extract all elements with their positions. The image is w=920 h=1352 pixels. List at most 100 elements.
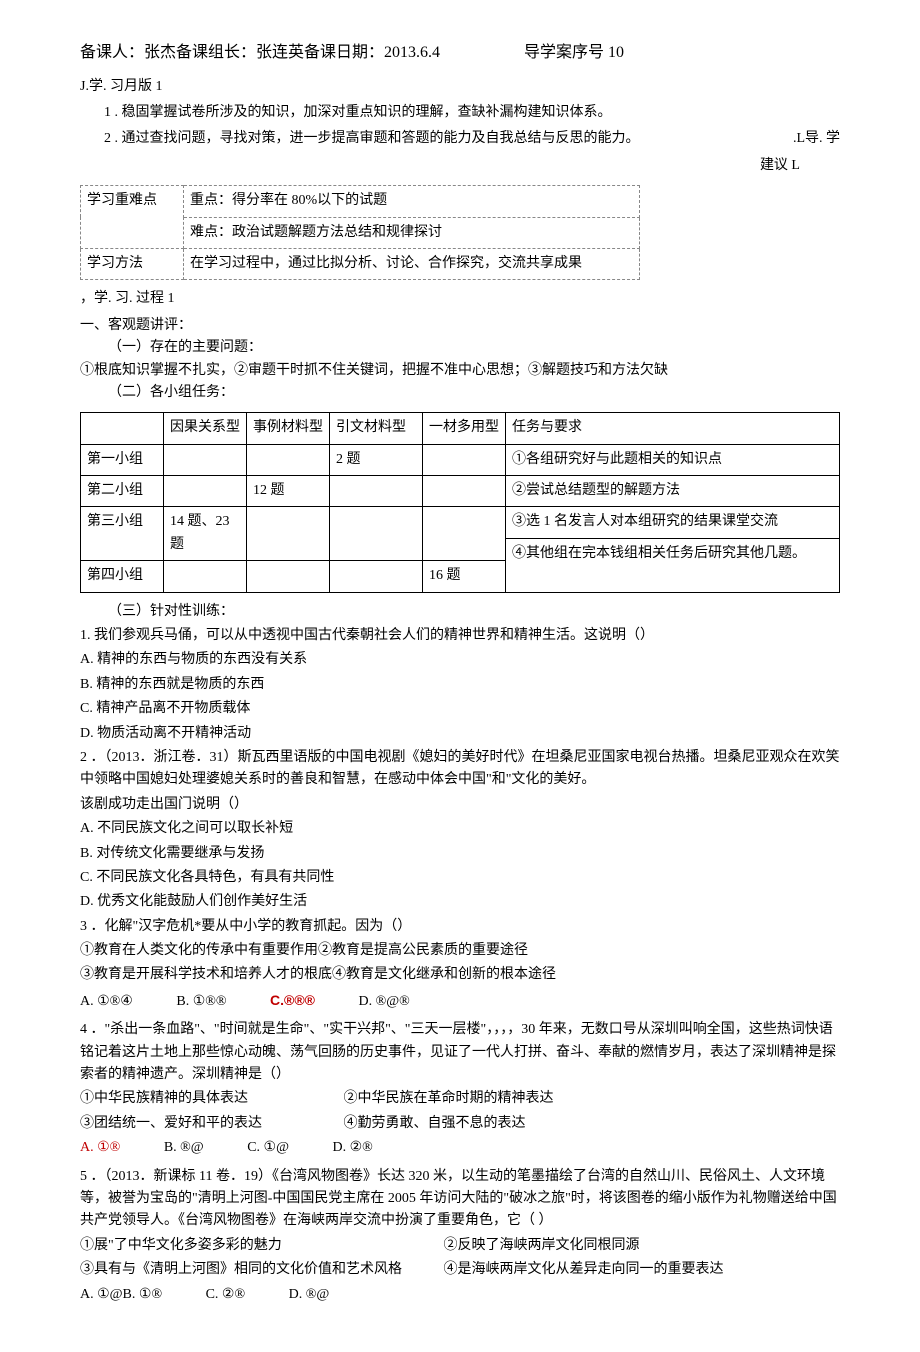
cell-group: 第二小组: [81, 476, 164, 507]
cell-value: 12 题: [247, 476, 330, 507]
cell-value: 2 题: [330, 444, 423, 475]
table-row: 学习重难点 重点：得分率在 80%以下的试题: [81, 186, 640, 217]
cell-empty: [247, 561, 330, 592]
sub-1-text: ①根底知识掌握不扎实，②审题干时抓不住关键词，把握不准中心思想；③解题技巧和方法…: [80, 360, 840, 382]
q3-d: D. ®@®: [358, 994, 409, 1009]
q3-a: A. ①®④: [80, 994, 133, 1009]
cell-empty: [81, 413, 164, 444]
q1-stem: 1. 我们参观兵马俑，可以从中透视中国古代秦朝社会人们的精神世界和精神生活。这说…: [80, 625, 840, 647]
q5-c: C. ②®: [206, 1287, 246, 1302]
cell-empty: [247, 444, 330, 475]
q4-l2l: ③团结统一、爱好和平的表达: [80, 1113, 340, 1135]
goal-2: 2 . 通过查找问题，寻找对策，进一步提高审题和答题的能力及自我总结与反思的能力…: [104, 128, 840, 150]
q4-a: A. ①®: [80, 1140, 120, 1155]
cell-req: ④其他组在完本钱组相关任务后研究其他几题。: [506, 538, 840, 592]
goal-right2: 建议 L: [80, 155, 840, 177]
q4-options: A. ①® B. ®@ C. ①@ D. ②®: [80, 1137, 840, 1159]
q4-line2: ③团结统一、爱好和平的表达 ④勤劳勇敢、自强不息的表达: [80, 1113, 840, 1135]
sub-1: （一）存在的主要问题：: [80, 337, 840, 359]
q4-l1l: ①中华民族精神的具体表达: [80, 1088, 340, 1110]
q2-stem1: 2 ．（2013．浙江卷．31）斯瓦西里语版的中国电视剧《媳妇的美好时代》在坦桑…: [80, 747, 840, 792]
cell-value: 在学习过程中，通过比拟分析、讨论、合作探究，交流共享成果: [184, 248, 640, 279]
q5-options: A. ①@B. ①® C. ②® D. ®@: [80, 1284, 840, 1306]
cell-req: ②尝试总结题型的解题方法: [506, 476, 840, 507]
cell-group: 第一小组: [81, 444, 164, 475]
cell-empty: [330, 561, 423, 592]
cell-header: 任务与要求: [506, 413, 840, 444]
cell-header: 引文材料型: [330, 413, 423, 444]
q3-stem: 3 ．化解"汉字危机*要从中小学的教育抓起。因为（）: [80, 916, 840, 938]
sub-2: （二）各小组任务：: [80, 382, 840, 404]
q5-line2: ③具有与《清明上河图》相同的文化价值和艺术风格 ④是海峡两岸文化从差异走向同一的…: [80, 1259, 840, 1281]
process-title: ，学. 习. 过程 1: [80, 288, 840, 310]
q4-l2r: ④勤劳勇敢、自强不息的表达: [344, 1116, 526, 1131]
cell-label: 学习重难点: [81, 186, 184, 249]
cell-value: 16 题: [423, 561, 506, 592]
table-row: 学习方法 在学习过程中，通过比拟分析、讨论、合作探究，交流共享成果: [81, 248, 640, 279]
table-row: 第一小组 2 题 ①各组研究好与此题相关的知识点: [81, 444, 840, 475]
q2-b: B. 对传统文化需要继承与发扬: [80, 843, 840, 865]
cell-req: ③选 1 名发言人对本组研究的结果课堂交流: [506, 507, 840, 538]
goal-2-text: 2 . 通过查找问题，寻找对策，进一步提高审题和答题的能力及自我总结与反思的能力…: [104, 131, 640, 146]
section-j: J.学. 习月版 1: [80, 76, 840, 98]
cell-group: 第四小组: [81, 561, 164, 592]
table-key-points: 学习重难点 重点：得分率在 80%以下的试题 难点：政治试题解题方法总结和规律探…: [80, 185, 640, 280]
q1-c: C. 精神产品离不开物质载体: [80, 698, 840, 720]
q1-a: A. 精神的东西与物质的东西没有关系: [80, 649, 840, 671]
q3-line1: ①教育在人类文化的传承中有重要作用②教育是提高公民素质的重要途径: [80, 940, 840, 962]
cell-header: 一材多用型: [423, 413, 506, 444]
sub-3: （三）针对性训练：: [80, 601, 840, 623]
q5-d: D. ®@: [289, 1287, 330, 1302]
cell-empty: [164, 561, 247, 592]
q4-stem: 4 ．"杀出一条血路"、"时间就是生命"、"实干兴邦"、"三天一层楼"，，，，3…: [80, 1019, 840, 1086]
cell-empty: [164, 444, 247, 475]
cell-header: 因果关系型: [164, 413, 247, 444]
cell-empty: [423, 444, 506, 475]
cell-value: 14 题、23 题: [164, 507, 247, 561]
cell-value: 重点：得分率在 80%以下的试题: [184, 186, 640, 217]
q5-l2r: ④是海峡两岸文化从差异走向同一的重要表达: [444, 1262, 724, 1277]
cell-empty: [247, 507, 330, 561]
q2-stem2: 该剧成功走出国门说明（）: [80, 794, 840, 816]
cell-req: ①各组研究好与此题相关的知识点: [506, 444, 840, 475]
sequence-number: 导学案序号 10: [524, 44, 624, 61]
cell-empty: [423, 476, 506, 507]
q5-ab: A. ①@B. ①®: [80, 1287, 162, 1302]
q2-d: D. 优秀文化能鼓励人们创作美好生活: [80, 891, 840, 913]
header: 备课人：张杰备课组长：张连英备课日期：2013.6.4 导学案序号 10: [80, 40, 840, 66]
q4-b: B. ®@: [164, 1140, 204, 1155]
q4-d: D. ②®: [332, 1140, 372, 1155]
goal-1: 1 . 稳固掌握试卷所涉及的知识，加深对重点知识的理解，查缺补漏构建知识体系。: [104, 102, 840, 124]
q5-line1: ①展"了中华文化多姿多彩的魅力 ②反映了海峡两岸文化同根同源: [80, 1235, 840, 1257]
cell-empty: [330, 476, 423, 507]
q5-l1l: ①展"了中华文化多姿多彩的魅力: [80, 1235, 440, 1257]
cell-empty: [423, 507, 506, 561]
q2-c: C. 不同民族文化各具特色，有具有共同性: [80, 867, 840, 889]
table-row: 因果关系型 事例材料型 引文材料型 一材多用型 任务与要求: [81, 413, 840, 444]
cell-label: 学习方法: [81, 248, 184, 279]
cell-group: 第三小组: [81, 507, 164, 561]
q4-c: C. ①@: [247, 1140, 289, 1155]
table-row: 第二小组 12 题 ②尝试总结题型的解题方法: [81, 476, 840, 507]
cell-header: 事例材料型: [247, 413, 330, 444]
cell-empty: [330, 507, 423, 561]
q3-line2: ③教育是开展科学技术和培养人才的根底④教育是文化继承和创新的根本途径: [80, 964, 840, 986]
goal-right: .L导. 学: [793, 128, 840, 150]
q5-stem: 5 ．（2013．新课标 11 卷．19）《台湾风物图卷》长达 320 米，以生…: [80, 1166, 840, 1233]
table-group-tasks: 因果关系型 事例材料型 引文材料型 一材多用型 任务与要求 第一小组 2 题 ①…: [80, 412, 840, 592]
header-text: 备课人：张杰备课组长：张连英备课日期：2013.6.4: [80, 44, 440, 61]
cell-value: 难点：政治试题解题方法总结和规律探讨: [184, 217, 640, 248]
q2-a: A. 不同民族文化之间可以取长补短: [80, 818, 840, 840]
q4-l1r: ②中华民族在革命时期的精神表达: [344, 1091, 554, 1106]
q5-l1r: ②反映了海峡两岸文化同根同源: [444, 1238, 640, 1253]
q4-line1: ①中华民族精神的具体表达 ②中华民族在革命时期的精神表达: [80, 1088, 840, 1110]
q1-d: D. 物质活动离不开精神活动: [80, 723, 840, 745]
section-1: 一、客观题讲评：: [80, 315, 840, 337]
q3-b: B. ①®®: [176, 994, 226, 1009]
q3-c: C.®®®: [270, 992, 315, 1008]
cell-empty: [164, 476, 247, 507]
q3-options: A. ①®④ B. ①®® C.®®® D. ®@®: [80, 989, 840, 1013]
q5-l2l: ③具有与《清明上河图》相同的文化价值和艺术风格: [80, 1259, 440, 1281]
table-row: 第三小组 14 题、23 题 ③选 1 名发言人对本组研究的结果课堂交流: [81, 507, 840, 538]
q1-b: B. 精神的东西就是物质的东西: [80, 674, 840, 696]
